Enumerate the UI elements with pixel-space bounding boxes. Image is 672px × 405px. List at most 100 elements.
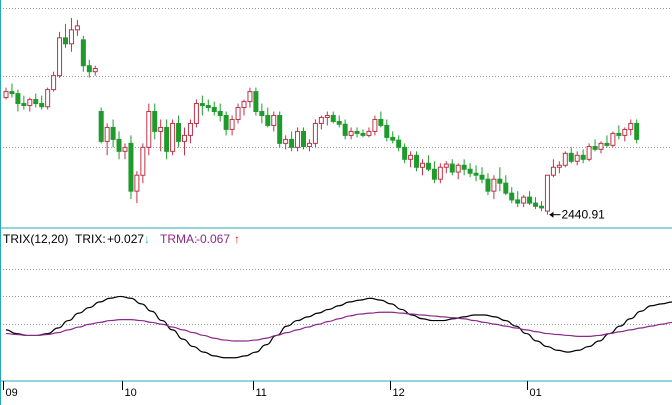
candle — [170, 119, 176, 156]
candle — [479, 167, 485, 184]
candle-body — [187, 122, 193, 136]
candle-body — [51, 75, 57, 91]
candle-body — [455, 164, 461, 173]
candle — [360, 129, 366, 138]
candle-body — [306, 142, 312, 148]
candle — [259, 103, 265, 124]
candle — [265, 107, 271, 128]
price-grid — [0, 8, 672, 148]
candle — [306, 139, 312, 152]
trma-up-arrow-icon: ↑ — [234, 232, 240, 246]
candle — [622, 127, 628, 142]
candle-body — [301, 130, 306, 148]
candle-body — [533, 202, 539, 207]
candle-body — [562, 152, 568, 166]
candle — [277, 111, 283, 148]
candle — [515, 191, 521, 208]
candle — [187, 119, 193, 144]
candle — [437, 163, 443, 184]
candle — [604, 135, 610, 148]
candle — [158, 119, 164, 152]
candle — [199, 95, 205, 116]
candle-body — [604, 142, 610, 146]
trma-line — [5, 311, 672, 342]
candle — [586, 143, 592, 162]
candle-body — [182, 134, 187, 142]
candle-body — [586, 146, 592, 160]
candle-body — [39, 103, 45, 108]
candle-body — [45, 89, 51, 108]
candle — [51, 71, 57, 92]
candle-body — [568, 152, 574, 162]
candle — [116, 131, 122, 160]
candle — [461, 159, 467, 176]
candle-body — [402, 146, 408, 160]
candle-body — [110, 126, 116, 140]
candle — [634, 119, 640, 144]
candle-body — [443, 163, 449, 168]
candle — [33, 93, 39, 108]
candle — [146, 103, 152, 156]
candle — [74, 19, 80, 36]
legend-trix-value: +0.027 — [107, 232, 144, 246]
candle — [86, 59, 92, 78]
legend-trix-label: TRIX: — [75, 232, 106, 246]
candle-body — [414, 154, 420, 168]
price-candles — [3, 17, 640, 215]
candle — [3, 87, 9, 100]
candle-body — [491, 178, 497, 192]
candle — [63, 23, 68, 48]
candle — [354, 127, 360, 138]
candle-body — [21, 103, 27, 107]
candle — [425, 155, 431, 172]
candle-body — [312, 122, 318, 144]
candle — [336, 115, 342, 128]
candle — [9, 83, 15, 98]
candle — [223, 111, 229, 136]
candle — [562, 151, 568, 168]
candle — [45, 87, 51, 110]
candle-body — [33, 99, 39, 105]
candle-body — [140, 146, 146, 176]
candle — [122, 143, 128, 160]
candle-body — [580, 154, 586, 160]
candle — [580, 149, 586, 164]
candle-body — [598, 142, 604, 150]
candle-body — [86, 65, 92, 73]
candle — [110, 119, 116, 148]
x-tick-label: 10 — [125, 387, 137, 399]
candle-body — [425, 162, 431, 170]
candle — [104, 123, 110, 156]
candle-body — [616, 132, 622, 136]
candle-body — [104, 126, 110, 142]
candle-body — [265, 114, 271, 126]
candle-body — [193, 103, 199, 124]
candle-body — [521, 196, 527, 204]
candle-body — [467, 168, 473, 174]
candle — [15, 89, 21, 112]
candle-body — [259, 111, 265, 116]
candle-body — [437, 166, 443, 180]
candle — [503, 175, 509, 196]
candle — [128, 135, 134, 200]
x-tick-label: 11 — [256, 387, 267, 399]
candle — [592, 139, 598, 152]
legend-name: TRIX(12,20) — [3, 232, 68, 246]
candle — [289, 131, 295, 152]
candle — [384, 119, 390, 142]
candle-body — [63, 37, 68, 45]
candle — [205, 99, 211, 112]
candle — [193, 99, 199, 128]
candle-body — [146, 111, 152, 148]
candle-body — [277, 114, 283, 144]
candle — [485, 173, 491, 196]
candle-body — [247, 91, 253, 103]
low-annotation: 2440.91 — [549, 208, 605, 222]
candle — [390, 131, 396, 144]
candle-body — [229, 118, 235, 130]
candle-body — [271, 114, 277, 126]
candle-body — [74, 25, 80, 31]
candle-body — [366, 130, 372, 136]
candle-body — [27, 99, 33, 107]
candle-body — [574, 154, 580, 162]
